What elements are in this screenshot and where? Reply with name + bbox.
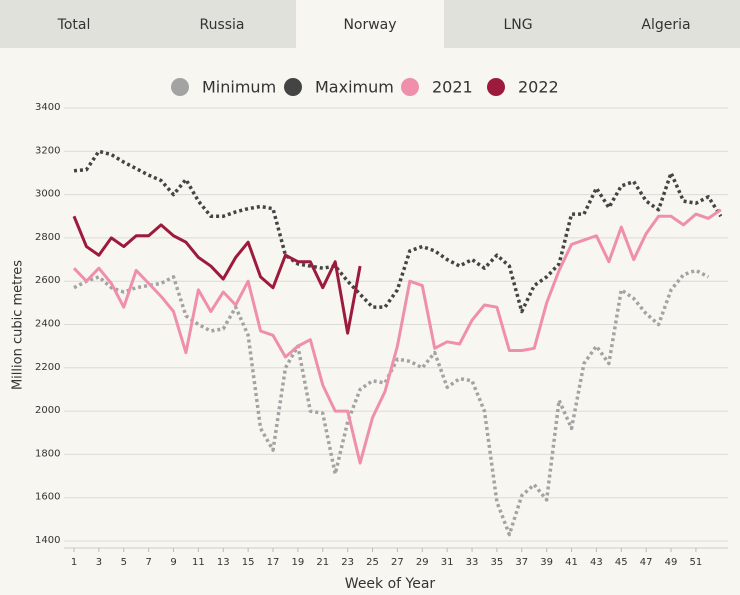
x-tick-label: 11	[192, 557, 205, 568]
x-tick-label: 39	[540, 557, 553, 568]
legend-label[interactable]: 2021	[432, 78, 473, 97]
y-tick-label: 2000	[35, 405, 60, 416]
x-tick-label: 17	[267, 557, 280, 568]
y-axis-label: Million cubic metres	[11, 260, 26, 390]
legend: Minimum Maximum 2021 2022	[171, 78, 559, 97]
legend-swatch[interactable]	[284, 78, 302, 96]
tab[interactable]	[296, 4, 444, 49]
series-line	[72, 215, 362, 335]
x-tick-label: 19	[292, 557, 305, 568]
x-tick-label: 49	[665, 557, 678, 568]
x-tick-label: 5	[121, 557, 127, 568]
tab-label[interactable]: Norway	[343, 17, 396, 33]
y-tick-label: 2400	[35, 319, 60, 330]
legend-label[interactable]: 2022	[518, 78, 559, 97]
legend-swatch[interactable]	[171, 78, 189, 96]
y-tick-label: 3200	[35, 145, 60, 156]
tab[interactable]	[0, 0, 148, 48]
series-line	[72, 208, 722, 465]
x-tick-label: 33	[466, 557, 479, 568]
tab-label[interactable]: Algeria	[641, 17, 690, 33]
tab[interactable]	[148, 0, 296, 48]
x-tick-label: 47	[640, 557, 653, 568]
tab-label[interactable]: LNG	[503, 17, 532, 33]
x-tick-label: 45	[615, 557, 628, 568]
tab-bar: Total Russia Norway LNG Algeria	[0, 0, 740, 49]
x-tick-label: 23	[341, 557, 354, 568]
y-tick-label: 3400	[35, 102, 60, 113]
y-tick-label: 1800	[35, 448, 60, 459]
y-tick-label: 1600	[35, 492, 60, 503]
y-tick-label: 1400	[35, 535, 60, 546]
x-tick-label: 31	[441, 557, 454, 568]
legend-swatch[interactable]	[401, 78, 419, 96]
y-tick-label: 2800	[35, 232, 60, 243]
tab-label[interactable]: Total	[57, 17, 91, 33]
x-tick-label: 51	[690, 557, 703, 568]
legend-label[interactable]: Minimum	[202, 78, 276, 97]
tab-label[interactable]: Russia	[199, 17, 244, 33]
x-tick-label: 29	[416, 557, 429, 568]
x-tick-label: 9	[170, 557, 176, 568]
x-tick-label: 27	[391, 557, 404, 568]
x-tick-label: 13	[217, 557, 230, 568]
x-tick-label: 25	[366, 557, 379, 568]
y-tick-label: 2200	[35, 362, 60, 373]
x-tick-label: 37	[515, 557, 528, 568]
series-line	[73, 149, 723, 314]
x-tick-label: 15	[242, 557, 255, 568]
x-tick-label: 3	[96, 557, 102, 568]
x-axis-label: Week of Year	[345, 576, 436, 592]
x-tick-label: 7	[145, 557, 151, 568]
y-tick-label: 3000	[35, 189, 60, 200]
x-tick-label: 35	[491, 557, 504, 568]
x-tick-label: 43	[590, 557, 603, 568]
x-tick-label: 41	[565, 557, 578, 568]
y-tick-label: 2600	[35, 275, 60, 286]
tab[interactable]	[592, 0, 740, 48]
legend-swatch[interactable]	[487, 78, 505, 96]
tab[interactable]	[444, 0, 592, 48]
x-tick-label: 1	[71, 557, 77, 568]
x-tick-label: 21	[316, 557, 329, 568]
legend-label[interactable]: Maximum	[315, 78, 394, 97]
